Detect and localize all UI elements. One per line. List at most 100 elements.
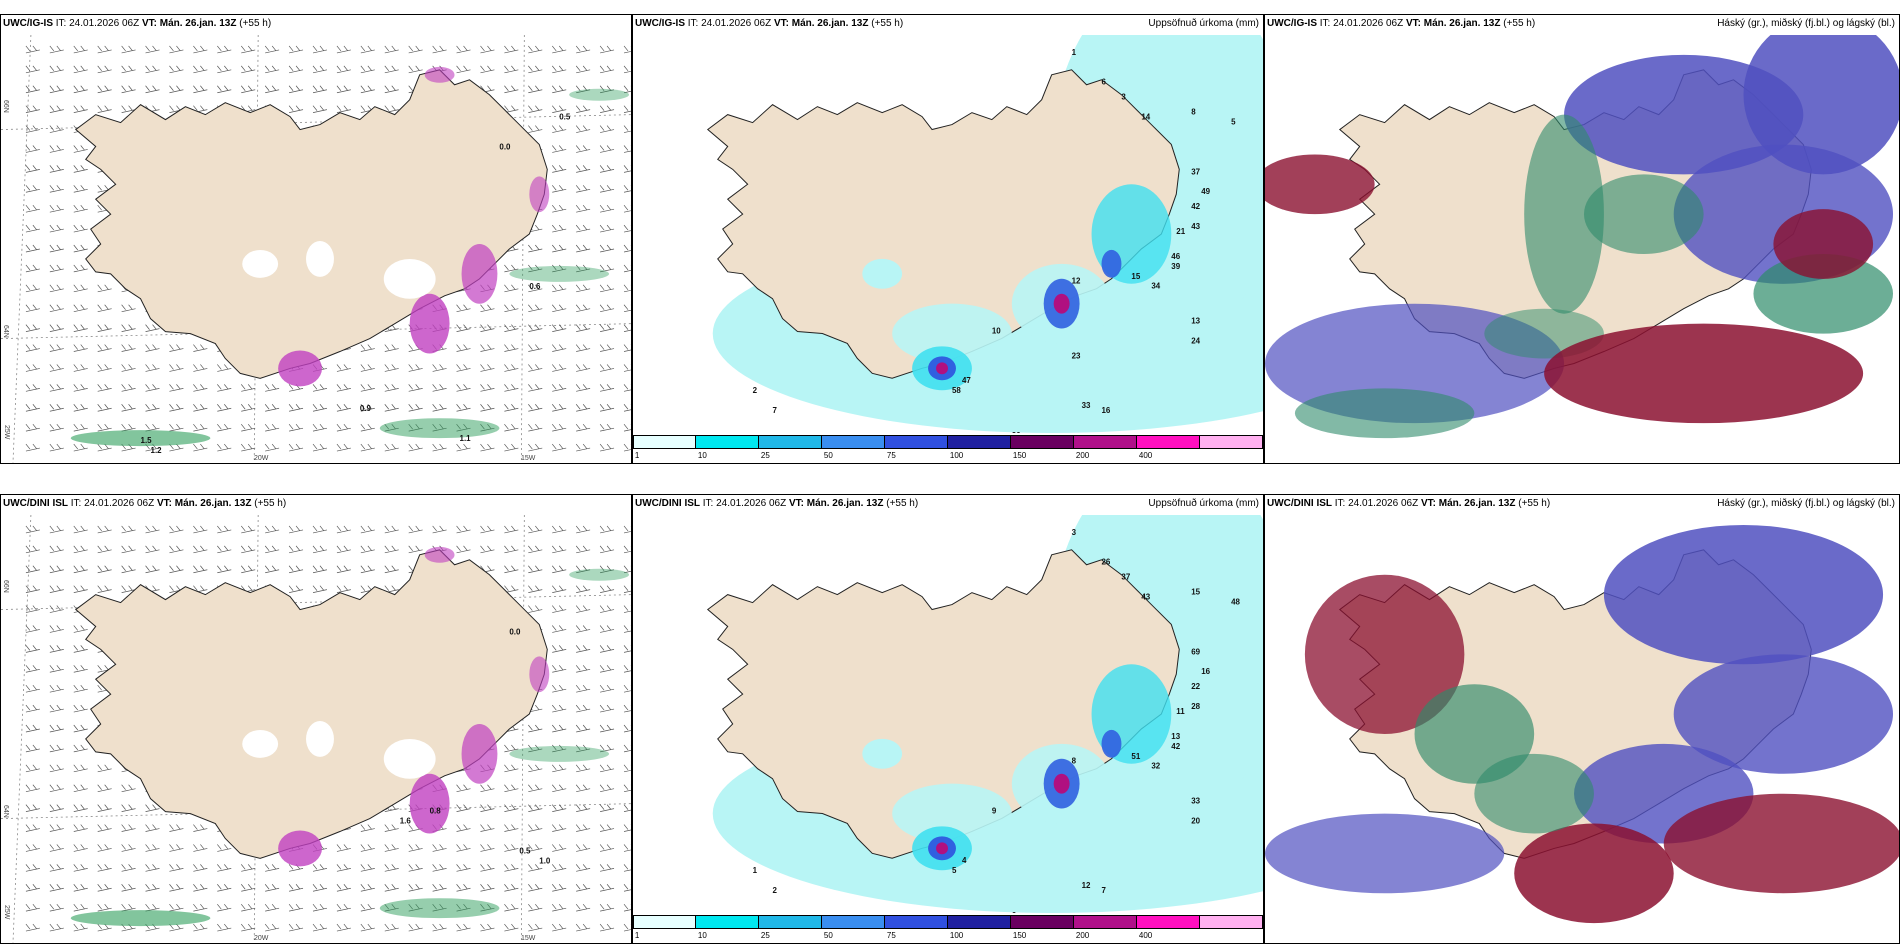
wind-barb: [504, 85, 519, 94]
wind-barb: [456, 824, 471, 832]
wind-barb: [384, 923, 399, 932]
wind-barb: [551, 724, 567, 733]
wind-barb: [121, 884, 136, 892]
wind-barb: [504, 45, 519, 54]
wind-barb: [73, 684, 88, 693]
high-cloud: [1294, 388, 1475, 439]
wind-barb: [623, 625, 631, 633]
wind-barb: [193, 545, 208, 554]
wind-barb: [551, 804, 567, 812]
wind-barb: [73, 645, 88, 653]
wind-barb: [551, 185, 567, 193]
panel-ig-precip: UWC/IG-IS IT: 24.01.2026 06Z VT: Mán. 26…: [632, 14, 1264, 464]
wind-barb: [599, 724, 615, 733]
wind-barb: [623, 665, 631, 673]
wind-barb: [551, 565, 567, 574]
wind-barb: [551, 704, 567, 713]
wind-barb: [49, 224, 64, 233]
wind-barb: [73, 165, 88, 173]
wind-barb: [384, 884, 399, 892]
wind-barb: [121, 404, 136, 412]
wind-barb: [121, 585, 136, 593]
wind-barb: [480, 923, 495, 932]
wind-barb: [575, 605, 591, 613]
wind-barb: [575, 105, 591, 113]
colorbar-segment: [1074, 915, 1137, 929]
colorbar-tick: 25: [760, 451, 770, 460]
wind-barb: [49, 665, 64, 673]
wind-barb: [312, 923, 328, 932]
snow-band: [379, 418, 500, 439]
wind-barb: [25, 645, 40, 653]
wind-barb: [73, 804, 88, 812]
wind-barb: [384, 525, 399, 534]
wind-barb: [145, 324, 160, 332]
wind-barb: [504, 844, 519, 852]
wind-barb: [97, 324, 112, 332]
wind-barb: [217, 525, 232, 534]
wind-barb: [121, 65, 136, 74]
wind-barb: [623, 525, 631, 534]
wind-barb: [528, 545, 543, 554]
lat-label: 66N: [2, 580, 9, 593]
wind-barb: [121, 304, 136, 313]
wind-barb: [336, 585, 351, 593]
wind-barb: [217, 923, 232, 932]
wind-barb: [528, 284, 543, 293]
wind-barb: [551, 744, 567, 753]
colorbar-segment: [1074, 435, 1137, 449]
wind-map: 0.5 0.0 0.6 0.9 1.1 1.2 1.5: [1, 35, 631, 463]
wind-map: 0.5 1.0 0.0 0.8 1.6: [1, 515, 631, 943]
wind-barb: [528, 45, 543, 54]
wind-barb: [49, 565, 64, 574]
wind-barb: [480, 525, 495, 534]
wind-barb: [599, 344, 615, 352]
wind-barb: [575, 764, 591, 773]
wind-barb: [575, 45, 591, 54]
wind-barb: [384, 65, 399, 74]
wind-barb: [240, 443, 256, 452]
wind-barb: [623, 684, 631, 693]
wind-barb: [623, 724, 631, 733]
panel-title: UWC/DINI ISL IT: 24.01.2026 06Z VT: Mán.…: [1267, 498, 1551, 509]
wind-barb: [25, 884, 40, 892]
wind-barb: [528, 304, 543, 313]
wind-barb: [193, 525, 208, 534]
wind-barb: [480, 344, 495, 352]
wind-barb: [528, 605, 543, 613]
wind-barb: [480, 65, 495, 74]
wind-barb: [623, 645, 631, 653]
wind-barb: [551, 284, 567, 293]
wind-barb: [121, 324, 136, 332]
wind-barb: [456, 864, 471, 872]
wind-barb: [599, 65, 615, 74]
wind-barb: [528, 844, 543, 852]
graticule-line: [12, 35, 32, 463]
wind-barb: [240, 864, 256, 872]
wind-barb: [528, 423, 543, 432]
wind-barb: [575, 844, 591, 852]
value-label: 0.9: [360, 404, 372, 413]
high-cloud: [1753, 253, 1894, 334]
wind-barb: [551, 903, 567, 912]
wind-barb: [360, 65, 375, 74]
high-cloud: [1414, 684, 1535, 784]
snow-free-patch: [383, 258, 436, 299]
colorbar-tick: 400: [1138, 931, 1153, 940]
wind-barb: [504, 804, 519, 812]
wind-barb: [121, 545, 136, 554]
wind-barb: [73, 304, 88, 313]
wind-barb: [49, 384, 64, 392]
wind-barb: [480, 45, 495, 54]
wind-barb: [73, 625, 88, 633]
value-label: 43: [1141, 593, 1150, 602]
wind-barb: [575, 65, 591, 74]
wind-barb: [575, 525, 591, 534]
wind-barb: [121, 384, 136, 392]
wind-barb: [528, 404, 543, 412]
colorbar-tick: 200: [1075, 931, 1090, 940]
wind-barb: [480, 884, 495, 892]
colorbar-tick: 100: [949, 931, 964, 940]
wind-barb: [25, 344, 40, 352]
wind-barb: [623, 545, 631, 554]
